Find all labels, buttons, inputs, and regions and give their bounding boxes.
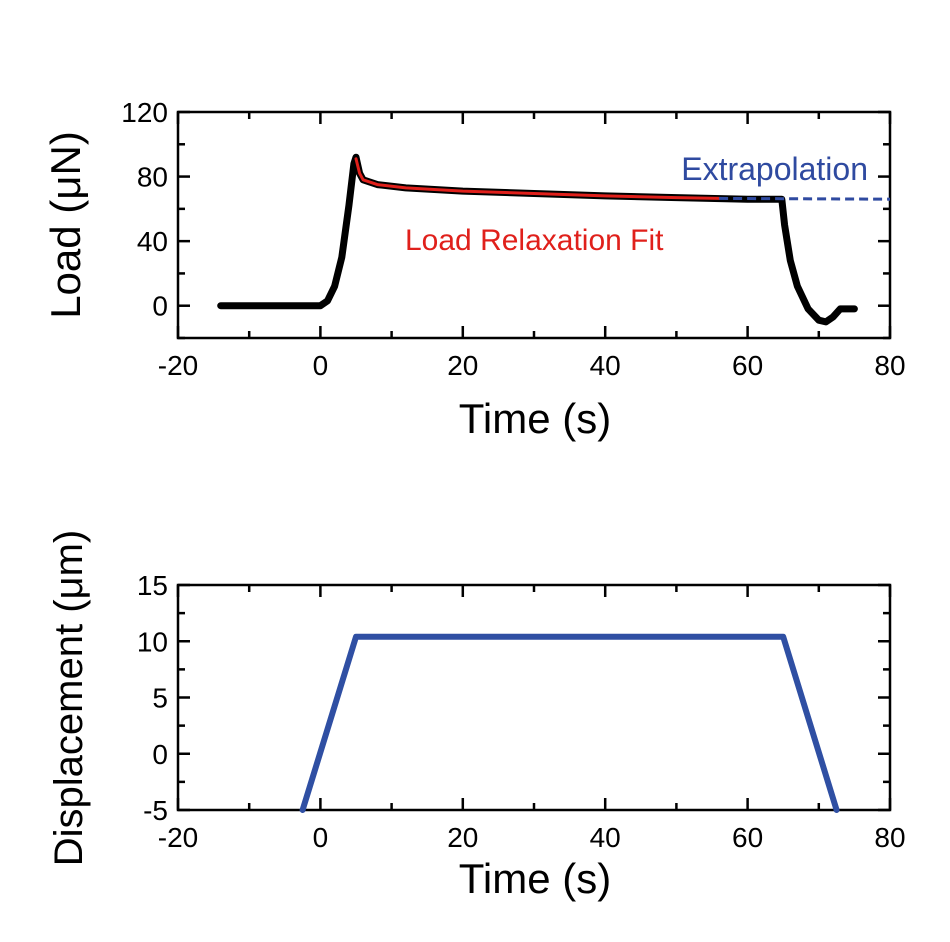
x-tick-label: 80: [874, 350, 905, 381]
y-tick-label: 120: [121, 97, 168, 128]
displacement-chart: Time (s) Displacement (μm) -20 0 20 40 60 80 -…: [47, 530, 906, 902]
extrapolation-line: [719, 196, 891, 201]
x-tick-label: 60: [732, 350, 763, 381]
x-tick-label: 20: [447, 822, 478, 853]
displacement-curve-line: [299, 633, 840, 813]
extrapolation-annotation: Extrapolation: [681, 151, 868, 187]
load-relaxation-fit-annotation: Load Relaxation Fit: [405, 224, 664, 257]
y-tick-label: 5: [152, 683, 168, 714]
x-tick-label: -20: [158, 822, 198, 853]
load-chart: Time (s) Load (μN) Extrapolation Load Re…: [42, 97, 906, 442]
x-tick-label: 80: [874, 822, 905, 853]
displacement-chart-y-axis-label: Displacement (μm): [47, 530, 91, 866]
plot-frame: [176, 583, 892, 812]
y-tick-label: 0: [152, 739, 168, 770]
x-tick-label: 40: [590, 822, 621, 853]
x-tick-label: 0: [313, 822, 329, 853]
displacement-chart-x-axis-label: Time (s): [459, 855, 611, 902]
y-tick-label: 15: [137, 570, 168, 601]
y-tick-label: 10: [137, 626, 168, 657]
load-chart-x-axis-label: Time (s): [459, 395, 611, 442]
x-tick-label: 20: [447, 350, 478, 381]
y-tick-label: 0: [152, 291, 168, 322]
y-tick-label: 40: [137, 226, 168, 257]
x-tick-label: 0: [313, 350, 329, 381]
x-tick-label: 60: [732, 822, 763, 853]
load-relaxation-fit-line: [354, 157, 721, 200]
load-chart-y-axis-label: Load (μN): [42, 131, 89, 319]
y-tick-label: -5: [143, 795, 168, 826]
y-tick-label: 80: [137, 162, 168, 193]
x-tick-label: -20: [158, 350, 198, 381]
x-tick-label: 40: [590, 350, 621, 381]
